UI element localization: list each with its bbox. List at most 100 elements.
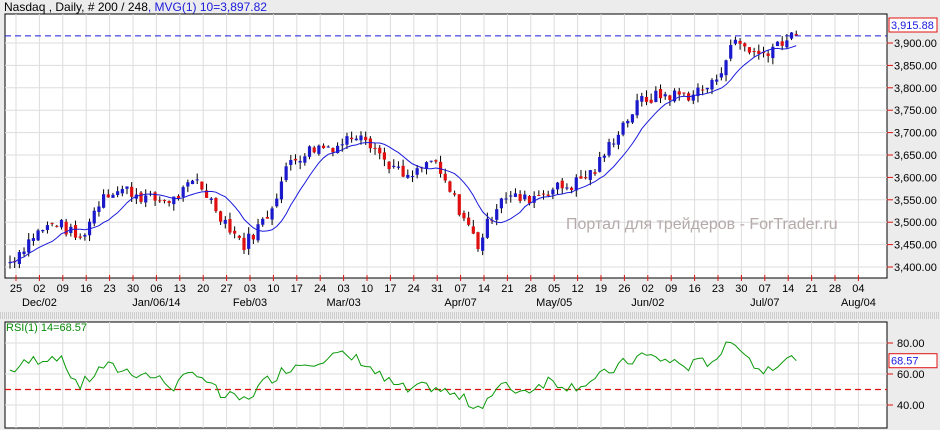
candle-down [387, 161, 391, 170]
candle-down [677, 91, 681, 95]
candle-up [354, 138, 358, 141]
x-tick-label: 23 [712, 283, 724, 295]
candle-up [120, 189, 124, 194]
candle-down [158, 200, 162, 202]
candle-up [17, 252, 21, 265]
y-tick-label: 3,800.00 [894, 83, 937, 95]
y-tick-label: 3,500.00 [894, 217, 937, 229]
x-tick-label: 06 [150, 283, 162, 295]
candle-down [293, 158, 298, 161]
candle-up [92, 210, 96, 224]
x-tick-label: 25 [10, 283, 22, 295]
x-tick-label: 13 [174, 283, 186, 295]
candle-down [228, 219, 232, 233]
candle-down [546, 194, 550, 196]
candle-down [167, 200, 171, 203]
candle-up [719, 73, 723, 78]
candle-up [8, 262, 12, 264]
candle-down [462, 212, 466, 219]
candle-up [612, 143, 616, 145]
x-tick-label: 07 [759, 283, 771, 295]
x-tick-label: 14 [478, 283, 490, 295]
candle-down [382, 152, 386, 160]
pane-splitter[interactable] [0, 312, 940, 319]
x-tick-label: 28 [829, 283, 841, 295]
candle-up [326, 146, 330, 148]
candle-up [116, 191, 120, 196]
candle-down [761, 52, 766, 54]
candle-up [406, 174, 410, 178]
candle-up [733, 39, 737, 44]
candle-up [710, 79, 714, 90]
candle-down [55, 225, 59, 227]
candle-down [560, 180, 564, 189]
month-label: Dec/02 [22, 297, 57, 309]
candle-up [509, 195, 513, 197]
x-tick-label: 05 [548, 283, 560, 295]
candle-up [392, 165, 396, 167]
x-tick-label: 27 [220, 283, 232, 295]
x-tick-label: 10 [267, 283, 279, 295]
candle-up [705, 87, 709, 90]
candle-up [275, 198, 279, 207]
month-label: Apr/07 [444, 297, 476, 309]
x-tick-label: 02 [33, 283, 45, 295]
candle-up [555, 182, 560, 190]
y-tick-label: 3,450.00 [894, 240, 937, 252]
x-tick-label: 21 [501, 283, 513, 295]
x-tick-label: 16 [688, 283, 700, 295]
rsi-last-label: 68.57 [891, 356, 919, 368]
candle-up [340, 144, 344, 146]
chart-header: Nasdaq , Daily, # 200 / 248, MVG(1) 10=3… [4, 0, 267, 14]
y-tick-label: 3,400.00 [894, 262, 937, 274]
candle-down [237, 235, 241, 238]
candle-down [73, 225, 78, 238]
candle-up [345, 136, 349, 145]
y-tick-label: 3,650.00 [894, 150, 937, 162]
x-tick-label: 09 [57, 283, 69, 295]
month-label: Jul/07 [750, 297, 779, 309]
candle-down [251, 234, 255, 240]
candle-down [738, 40, 742, 44]
month-label: May/05 [536, 297, 572, 309]
candle-down [701, 89, 705, 91]
x-tick-label: 04 [852, 283, 864, 295]
month-label: Jun/02 [631, 297, 664, 309]
rsi-tick-label: 40.00 [897, 400, 925, 412]
rsi-line [9, 341, 797, 410]
candle-down [780, 41, 784, 46]
candle-down [668, 95, 672, 101]
x-tick-label: 26 [618, 283, 630, 295]
candle-up [663, 94, 667, 97]
candle-up [284, 166, 288, 181]
candle-up [424, 162, 429, 169]
candle-down [200, 181, 204, 190]
candle-up [588, 170, 592, 180]
chart-title: Nasdaq , Daily, # 200 / 248 [4, 0, 148, 14]
candle-down [757, 50, 761, 54]
candle-down [453, 193, 457, 195]
candle-up [504, 198, 508, 200]
candle-up [415, 168, 419, 175]
candle-up [27, 239, 31, 253]
candle-down [593, 172, 597, 174]
candle-up [429, 160, 433, 162]
candle-up [247, 233, 251, 249]
x-tick-label: 24 [408, 283, 420, 295]
candle-down [106, 194, 110, 198]
candle-down [476, 232, 480, 250]
candle-down [153, 192, 157, 201]
candle-up [190, 180, 195, 185]
y-tick-label: 3,600.00 [894, 172, 937, 184]
candle-up [715, 79, 719, 82]
candle-down [443, 173, 447, 181]
candle-up [724, 60, 728, 76]
candle-down [434, 160, 438, 162]
x-tick-label: 23 [103, 283, 115, 295]
candle-down [219, 211, 223, 222]
candle-up [97, 206, 101, 212]
candle-down [233, 230, 237, 234]
candle-down [162, 200, 167, 202]
x-tick-label: 30 [735, 283, 747, 295]
